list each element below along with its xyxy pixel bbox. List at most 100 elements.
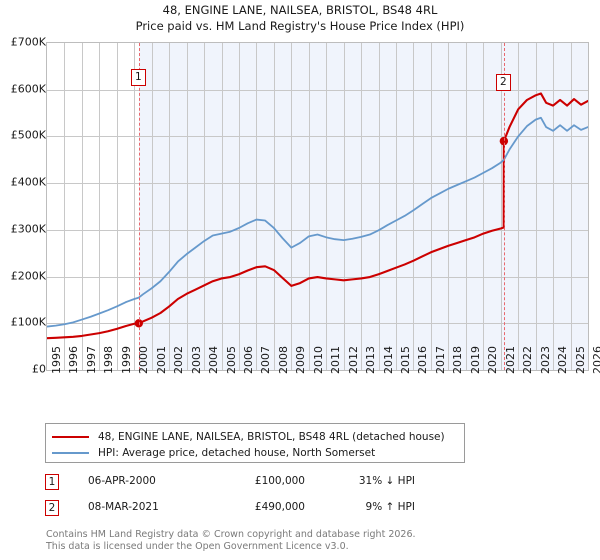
y-axis-tick-label: £600K <box>10 82 46 96</box>
gridline <box>448 43 449 370</box>
y-axis-tick-label: £300K <box>10 222 46 236</box>
gridline <box>274 43 275 370</box>
legend-label-property: 48, ENGINE LANE, NAILSEA, BRISTOL, BS48 … <box>98 430 445 443</box>
gridline <box>117 43 118 370</box>
gridline <box>47 323 588 324</box>
gridline <box>536 43 537 370</box>
table-row[interactable]: 2 08-MAR-2021 £490,000 9% ↑ HPI <box>45 498 465 524</box>
y-axis-tick-label: £0 <box>32 362 46 376</box>
x-axis-tick-label: 2023 <box>538 346 552 374</box>
gridline <box>47 230 588 231</box>
x-axis-tick-label: 2000 <box>137 346 151 374</box>
y-axis-tick-label: £500K <box>10 128 46 142</box>
y-axis-tick-label: £700K <box>10 35 46 49</box>
x-axis-tick-label: 2019 <box>468 346 482 374</box>
title-address: 48, ENGINE LANE, NAILSEA, BRISTOL, BS48 … <box>162 3 438 17</box>
x-axis-tick-label: 1996 <box>67 346 81 374</box>
gridline <box>413 43 414 370</box>
x-axis-tick-label: 2010 <box>311 346 325 374</box>
plot-region <box>46 42 589 371</box>
gridline <box>82 43 83 370</box>
gridline <box>309 43 310 370</box>
x-axis-tick-label: 2004 <box>207 346 221 374</box>
gridline <box>571 43 572 370</box>
table-row[interactable]: 1 06-APR-2000 £100,000 31% ↓ HPI <box>45 472 465 498</box>
gridline <box>553 43 554 370</box>
x-axis-tick-label: 2025 <box>573 346 587 374</box>
x-axis-tick-label: 2011 <box>329 346 343 374</box>
chart-area: £0 £100K £200K £300K £400K £500K £600K £700K 1 2… <box>0 36 600 376</box>
gridline <box>187 43 188 370</box>
legend-row-property: 48, ENGINE LANE, NAILSEA, BRISTOL, BS48 … <box>52 429 458 444</box>
x-axis-tick-label: 2026 <box>591 346 600 374</box>
y-axis-tick-label: £100K <box>10 315 46 329</box>
x-axis-tick-label: 2021 <box>503 346 517 374</box>
series-lines <box>47 92 588 340</box>
x-axis-tick-label: 2013 <box>364 346 378 374</box>
chart-legend: 48, ENGINE LANE, NAILSEA, BRISTOL, BS48 … <box>45 423 465 463</box>
x-axis-tick-label: 1995 <box>50 346 63 374</box>
legend-row-hpi: HPI: Average price, detached house, Nort… <box>52 445 458 460</box>
transaction-hpi-delta: 31% ↓ HPI <box>358 475 415 487</box>
gridline <box>64 43 65 370</box>
x-axis-tick-label: 1999 <box>119 346 133 374</box>
footer-line-2: This data is licensed under the Open Gov… <box>46 540 349 552</box>
gridline <box>47 90 588 91</box>
x-axis-tick-label: 2015 <box>399 346 413 374</box>
transaction-badge[interactable]: 2 <box>45 500 59 516</box>
x-axis-tick-label: 2002 <box>172 346 186 374</box>
transaction-price: £490,000 <box>254 501 305 513</box>
gridline <box>483 43 484 370</box>
x-axis-tick-label: 2007 <box>259 346 273 374</box>
gridline <box>47 183 588 184</box>
gridline <box>466 43 467 370</box>
x-axis-tick-label: 2018 <box>451 346 465 374</box>
x-axis-tick-label: 2009 <box>294 346 308 374</box>
gridline <box>47 136 588 137</box>
gridline <box>518 43 519 370</box>
gridline <box>379 43 380 370</box>
x-axis-tick-label: 2012 <box>346 346 360 374</box>
x-axis-tick-label: 1997 <box>84 346 98 374</box>
x-axis-tick-label: 2020 <box>486 346 500 374</box>
x-axis-tick-label: 2024 <box>556 346 570 374</box>
gridline <box>344 43 345 370</box>
footer-line-1: Contains HM Land Registry data © Crown c… <box>46 529 416 540</box>
legend-swatch-hpi <box>52 451 89 454</box>
gridline <box>222 43 223 370</box>
transaction-badge[interactable]: 1 <box>45 474 59 490</box>
x-axis-tick-label: 2003 <box>189 346 203 374</box>
transaction-date: 08-MAR-2021 <box>88 501 159 513</box>
gridline <box>169 43 170 370</box>
x-axis-tick-label: 2014 <box>381 346 395 374</box>
footer-licence: Contains HM Land Registry data © Crown c… <box>46 529 586 552</box>
y-axis-tick-label: £200K <box>10 269 46 283</box>
gridline <box>239 43 240 370</box>
transactions-table: 1 06-APR-2000 £100,000 31% ↓ HPI 2 08-MAR-202… <box>45 472 465 524</box>
y-axis-tick-label: £400K <box>10 175 46 189</box>
x-axis-tick-label: 1998 <box>102 346 116 374</box>
series-line <box>47 116 588 328</box>
gridline <box>431 43 432 370</box>
gridline <box>396 43 397 370</box>
legend-swatch-property <box>52 435 89 438</box>
transaction-hpi-delta: 9% ↑ HPI <box>365 501 415 513</box>
gridline <box>152 43 153 370</box>
gridline <box>204 43 205 370</box>
highlight-shading <box>138 43 588 370</box>
gridline <box>326 43 327 370</box>
chart-callout-1[interactable]: 1 <box>130 69 146 86</box>
chart-callout-2[interactable]: 2 <box>495 74 511 91</box>
gridline <box>291 43 292 370</box>
marker-line-1 <box>138 43 140 370</box>
gridline <box>99 43 100 370</box>
transaction-price: £100,000 <box>254 475 305 487</box>
gridline <box>134 43 135 370</box>
x-axis-tick-label: 2005 <box>224 346 238 374</box>
gridline <box>256 43 257 370</box>
legend-label-hpi: HPI: Average price, detached house, Nort… <box>98 446 376 459</box>
x-axis-tick-label: 2017 <box>433 346 447 374</box>
gridline <box>361 43 362 370</box>
x-axis-tick-label: 2008 <box>276 346 290 374</box>
